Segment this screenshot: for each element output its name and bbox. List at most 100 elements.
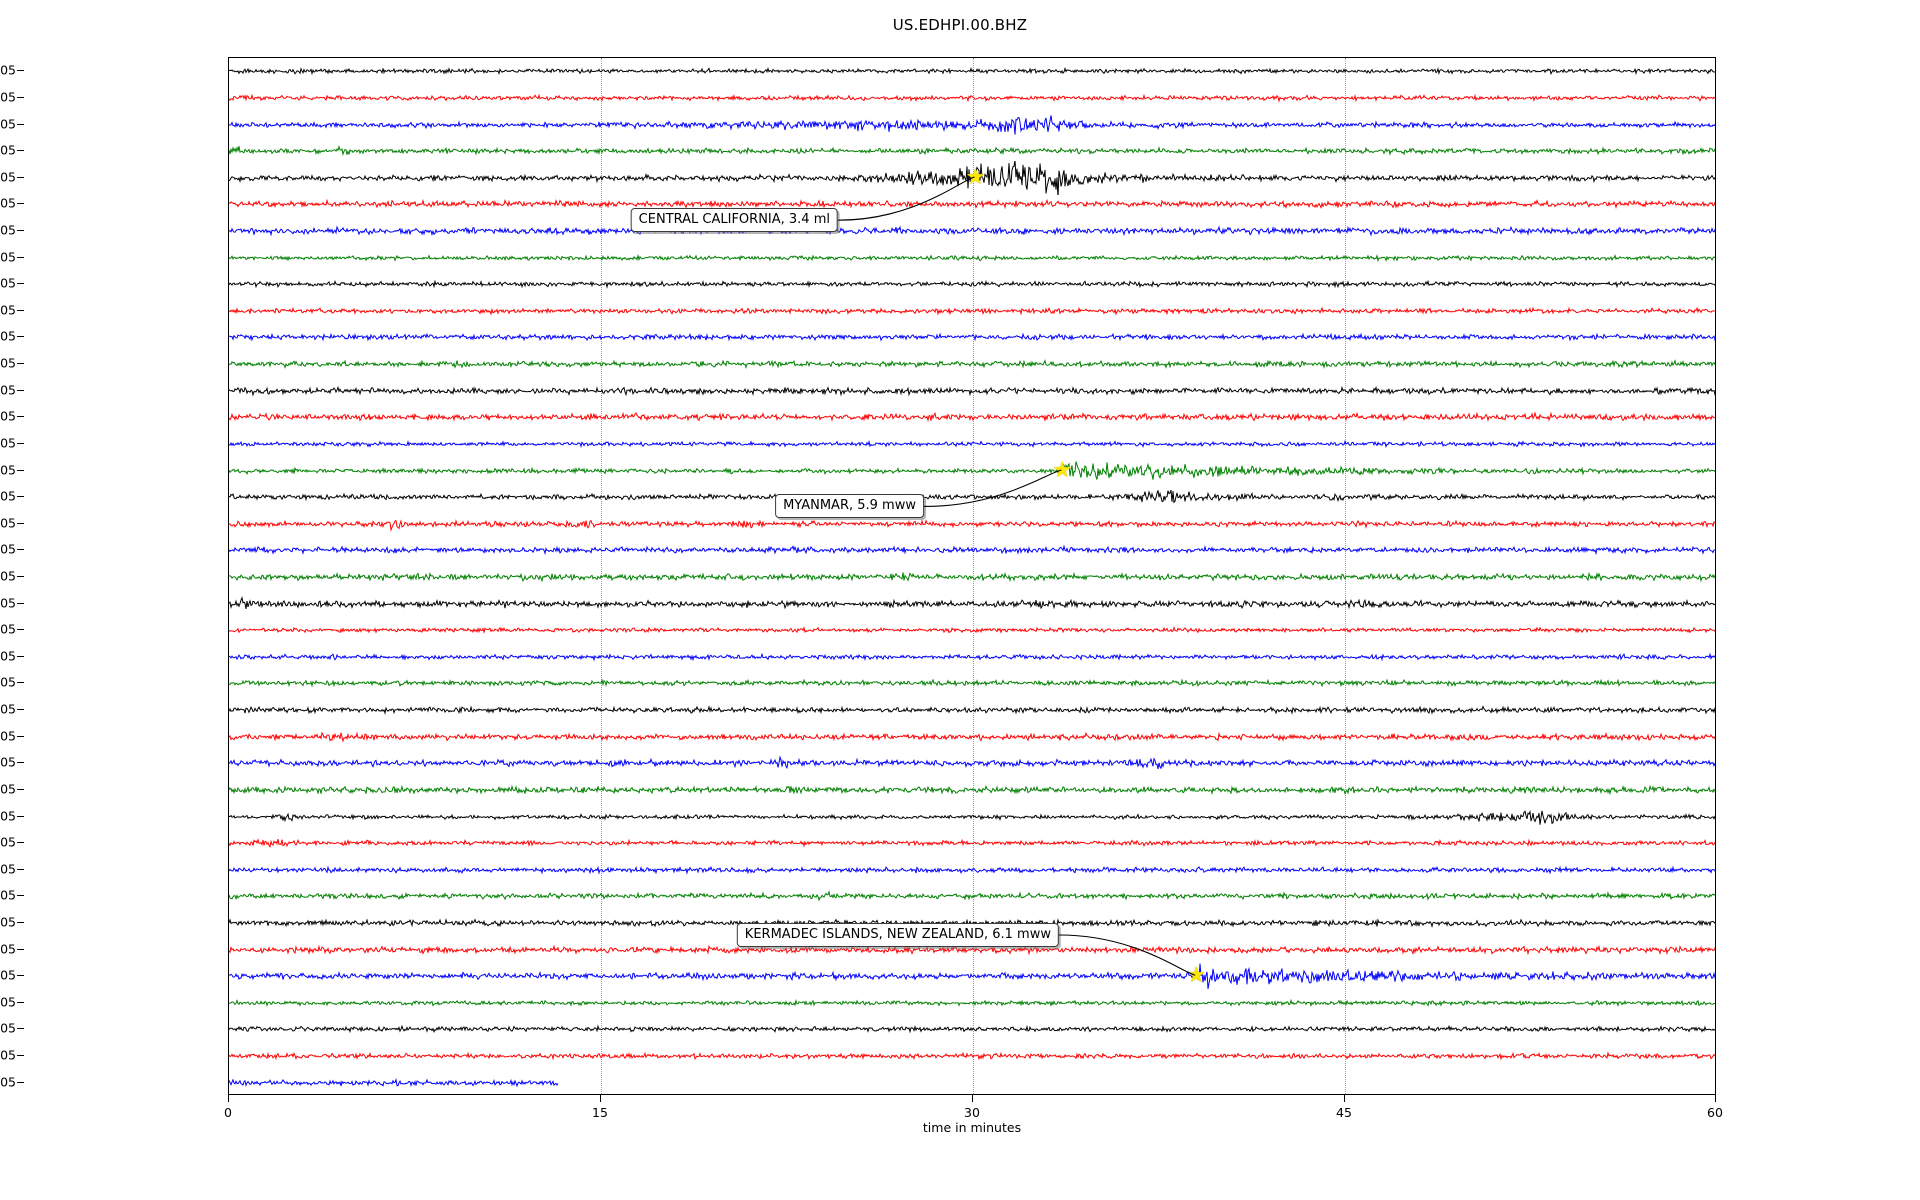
page-title: US.EDHPI.00.BHZ <box>892 16 1028 34</box>
x-axis-tick-label: 0 <box>224 1105 232 1120</box>
y-axis-tick-mark <box>17 788 24 790</box>
y-axis-tick-label: 01:00:05 <box>0 89 16 105</box>
y-axis-tick-label: 16:00:05 <box>0 488 16 504</box>
seismogram-trace <box>229 640 1715 674</box>
seismogram-trace <box>229 533 1715 567</box>
y-axis-tick-mark <box>17 655 24 657</box>
grid-line-vertical <box>1345 58 1347 1094</box>
y-axis-tick-mark <box>17 629 24 631</box>
y-axis-tick-mark <box>17 336 24 338</box>
seismogram-trace <box>229 587 1715 621</box>
y-axis-tick-mark <box>17 815 24 817</box>
seismogram-trace <box>229 81 1715 115</box>
seismogram-trace <box>229 879 1715 913</box>
x-axis-tick-mark <box>1715 1095 1716 1102</box>
x-axis-tick-label: 15 <box>592 1105 608 1120</box>
y-axis-tick-mark <box>17 1001 24 1003</box>
seismogram-trace <box>229 959 1715 993</box>
y-axis-tick-label: 18:00:05 <box>0 541 16 557</box>
y-axis-tick-label: 13:00:05 <box>0 1047 16 1063</box>
y-axis-tick-label: 15:00:05 <box>0 462 16 478</box>
y-axis-tick-mark <box>17 416 24 418</box>
y-axis-tick-label: 01:00:05 <box>0 728 16 744</box>
y-axis-tick-label: 14:00:05 <box>0 435 16 451</box>
seismogram-trace <box>229 560 1715 594</box>
y-axis-tick-label: 21:00:05 <box>0 621 16 637</box>
y-axis-tick-mark <box>17 176 24 178</box>
y-axis-tick-mark <box>17 363 24 365</box>
y-axis-tick-label: 05:00:05 <box>0 834 16 850</box>
y-axis-tick-mark <box>17 1055 24 1057</box>
y-axis-tick-mark <box>17 975 24 977</box>
x-axis-tick-label: 30 <box>964 1105 980 1120</box>
y-axis-tick-label: 22:00:05 <box>0 648 16 664</box>
y-axis-tick-label: 11:00:05 <box>0 994 16 1010</box>
y-axis-tick-mark <box>17 709 24 711</box>
event-callout-label[interactable]: MYANMAR, 5.9 mww <box>775 494 924 518</box>
y-axis-tick-mark <box>17 868 24 870</box>
seismogram-trace <box>229 267 1715 301</box>
seismogram-trace <box>229 134 1715 168</box>
seismogram-trace <box>229 241 1715 275</box>
seismogram-trace <box>229 1039 1715 1073</box>
x-axis-tick-label: 45 <box>1336 1105 1352 1120</box>
y-axis-tick-label: 06:00:05 <box>0 222 16 238</box>
seismogram-trace <box>229 427 1715 461</box>
seismogram-trace <box>229 720 1715 754</box>
seismogram-trace <box>229 933 1715 967</box>
y-axis-tick-label: 12:00:05 <box>0 382 16 398</box>
y-axis-tick-labels: 00:00:05 01:00:05 02:00:05 03:00:05 04:00:05… <box>0 57 228 1095</box>
y-axis-tick-label: 23:00:05 <box>0 674 16 690</box>
y-axis-tick-label: 04:00:05 <box>0 169 16 185</box>
y-axis-tick-label: 07:00:05 <box>0 887 16 903</box>
y-axis-tick-mark <box>17 948 24 950</box>
seismogram-trace <box>229 853 1715 887</box>
seismogram-plot-area[interactable]: ★ ★ ★ <box>228 57 1716 1095</box>
event-callout-label[interactable]: KERMADEC ISLANDS, NEW ZEALAND, 6.1 mww <box>736 923 1059 947</box>
x-axis-tick-mark <box>972 1095 973 1102</box>
y-axis-tick-mark <box>17 309 24 311</box>
y-axis-tick-mark <box>17 469 24 471</box>
y-axis-tick-label: 09:00:05 <box>0 302 16 318</box>
y-axis-tick-label: 12:00:05 <box>0 1020 16 1036</box>
y-axis-tick-label: 00:00:05 <box>0 701 16 717</box>
y-axis-tick-label: 02:00:05 <box>0 116 16 132</box>
seismogram-trace <box>229 1066 1715 1094</box>
y-axis-tick-mark <box>17 442 24 444</box>
y-axis-tick-label: 10:00:05 <box>0 328 16 344</box>
y-axis-tick-mark <box>17 602 24 604</box>
y-axis-tick-mark <box>17 283 24 285</box>
y-axis-tick-mark <box>17 256 24 258</box>
y-axis-tick-mark <box>17 203 24 205</box>
y-axis-tick-label: 20:00:05 <box>0 595 16 611</box>
y-axis-tick-mark <box>17 842 24 844</box>
y-axis-tick-label: 03:00:05 <box>0 142 16 158</box>
x-axis: 0 15 30 45 60 <box>224 1095 1723 1155</box>
y-axis-tick-label: 06:00:05 <box>0 861 16 877</box>
seismogram-trace <box>229 347 1715 381</box>
y-axis-tick-label: 10:00:05 <box>0 967 16 983</box>
seismogram-trace <box>229 906 1715 940</box>
y-axis-tick-label: 05:00:05 <box>0 195 16 211</box>
event-callout-label[interactable]: CENTRAL CALIFORNIA, 3.4 ml <box>630 208 838 232</box>
y-axis-tick-mark <box>17 895 24 897</box>
seismogram-trace <box>229 320 1715 354</box>
y-axis-tick-mark <box>17 922 24 923</box>
y-axis-tick-label: 04:00:05 <box>0 808 16 824</box>
x-axis-tick-mark <box>600 1095 601 1102</box>
seismogram-trace <box>229 58 1715 88</box>
y-axis-tick-mark <box>17 682 24 684</box>
seismogram-trace <box>229 986 1715 1020</box>
seismogram-trace <box>229 746 1715 780</box>
seismogram-trace <box>229 108 1715 142</box>
y-axis-tick-mark <box>17 70 24 72</box>
y-axis-tick-mark <box>17 735 24 737</box>
y-axis-tick-mark <box>17 576 24 577</box>
seismogram-trace <box>229 800 1715 834</box>
seismogram-trace <box>229 400 1715 434</box>
y-axis-tick-label: 02:00:05 <box>0 754 16 770</box>
y-axis-tick-label: 03:00:05 <box>0 781 16 797</box>
y-axis-tick-label: 07:00:05 <box>0 249 16 265</box>
y-axis-tick-label: 11:00:05 <box>0 355 16 371</box>
y-axis-tick-label: 19:00:05 <box>0 568 16 584</box>
